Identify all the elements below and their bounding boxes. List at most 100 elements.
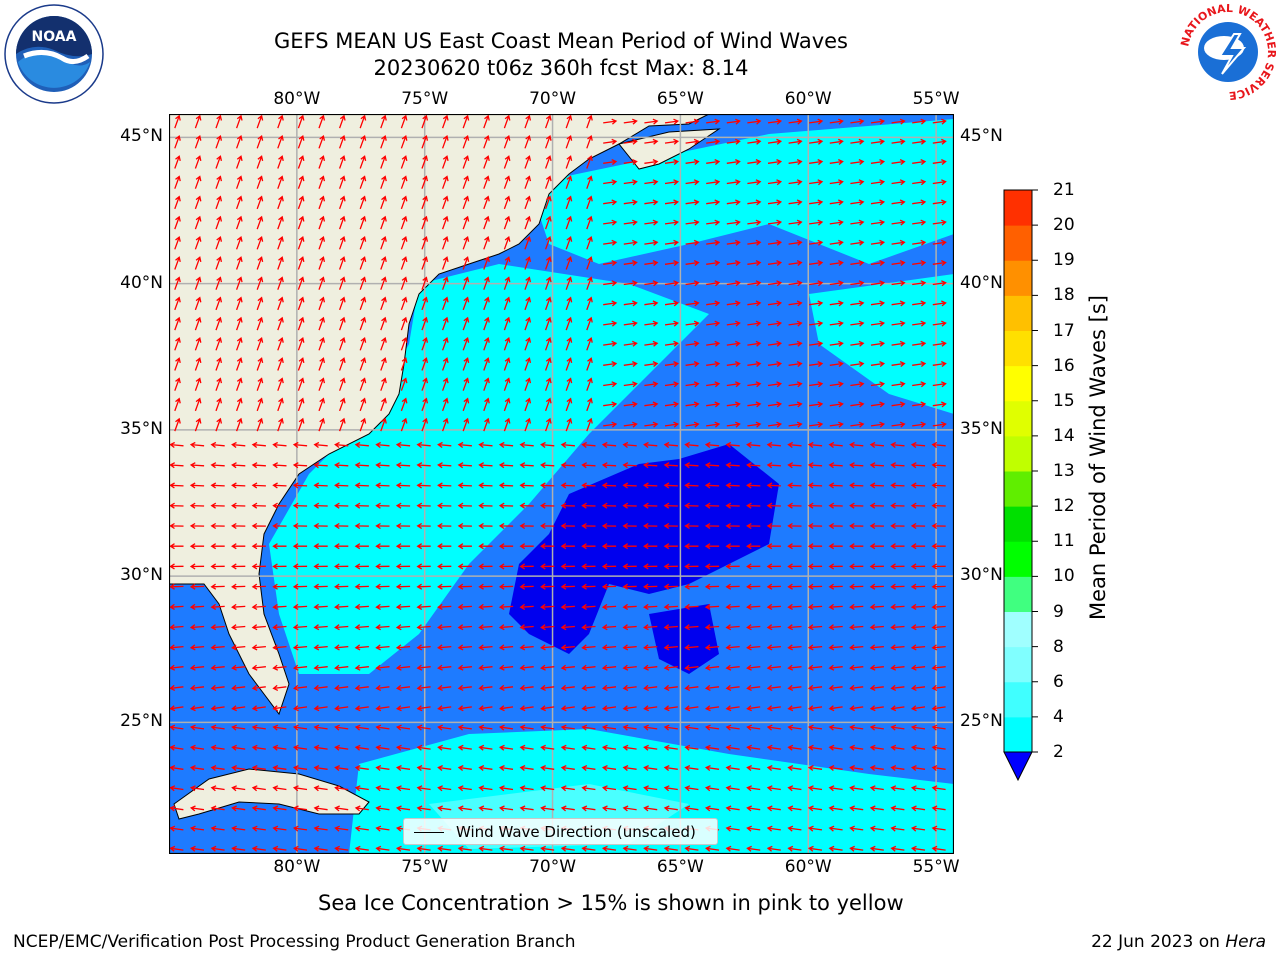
wave-direction-arrow — [684, 724, 699, 731]
wave-direction-arrow — [706, 239, 721, 246]
wave-direction-arrow — [338, 215, 346, 230]
wave-direction-arrow — [359, 235, 367, 250]
wave-direction-arrow — [272, 624, 287, 631]
wave-direction-arrow — [313, 724, 328, 731]
wave-direction-arrow — [416, 543, 431, 550]
wave-direction-arrow — [747, 401, 762, 408]
wave-direction-arrow — [483, 417, 490, 432]
wave-direction-arrow — [441, 256, 449, 270]
wave-direction-arrow — [623, 159, 638, 165]
wave-direction-arrow — [318, 276, 326, 290]
wave-direction-arrow — [725, 805, 740, 812]
wave-direction-arrow — [850, 118, 865, 125]
wave-direction-arrow — [462, 336, 470, 351]
wave-direction-arrow — [169, 664, 184, 671]
wave-direction-arrow — [828, 664, 843, 671]
wave-direction-arrow — [292, 825, 308, 832]
wave-direction-arrow — [421, 134, 429, 149]
nws-logo: NATIONAL WEATHER SERVICE — [1180, 4, 1276, 100]
wave-direction-arrow — [231, 705, 246, 712]
wave-direction-arrow — [457, 462, 472, 469]
wave-direction-arrow — [726, 421, 741, 428]
wave-direction-arrow — [684, 785, 699, 792]
wave-direction-arrow — [623, 320, 638, 327]
wave-direction-arrow — [375, 644, 390, 651]
wave-direction-arrow — [256, 256, 264, 270]
wave-direction-arrow — [581, 705, 596, 712]
wave-direction-arrow — [441, 235, 449, 250]
wave-direction-arrow — [277, 276, 284, 290]
colorbar-segment — [1004, 400, 1032, 437]
wave-direction-arrow — [685, 239, 700, 246]
wave-direction-arrow — [231, 724, 246, 731]
wave-direction-arrow — [354, 705, 369, 712]
wave-direction-arrow — [890, 522, 905, 530]
wave-direction-arrow — [601, 462, 617, 469]
wave-direction-arrow — [544, 316, 552, 331]
wave-direction-arrow — [560, 543, 575, 550]
wave-direction-arrow — [849, 705, 864, 712]
wave-direction-arrow — [441, 377, 449, 391]
wave-direction-arrow — [231, 583, 246, 590]
wave-direction-arrow — [807, 664, 823, 671]
wave-direction-arrow — [870, 280, 886, 287]
wave-direction-arrow — [869, 502, 884, 509]
wave-direction-arrow — [910, 502, 926, 509]
wave-direction-arrow — [380, 336, 387, 351]
wave-direction-arrow — [441, 134, 449, 149]
wave-direction-arrow — [807, 705, 823, 712]
land-cuba — [173, 768, 370, 820]
wave-direction-arrow — [787, 563, 802, 570]
wave-direction-arrow — [603, 401, 618, 408]
wave-direction-arrow — [189, 482, 205, 489]
wave-direction-arrow — [174, 175, 181, 189]
wave-direction-arrow — [524, 336, 532, 351]
wave-direction-arrow — [478, 624, 493, 631]
wave-direction-arrow — [277, 155, 284, 169]
wave-direction-arrow — [890, 765, 905, 771]
wave-direction-arrow — [560, 462, 575, 469]
wave-direction-arrow — [437, 785, 452, 792]
wave-direction-arrow — [869, 785, 884, 792]
wave-direction-arrow — [603, 138, 618, 145]
wave-direction-arrow — [194, 276, 202, 290]
wave-direction-arrow — [524, 377, 532, 391]
wave-direction-arrow — [931, 744, 946, 751]
wave-direction-arrow — [210, 502, 225, 509]
ocean-below-2s-region — [649, 604, 719, 674]
wave-direction-arrow — [519, 624, 534, 631]
wave-direction-arrow — [747, 361, 762, 367]
wave-direction-arrow — [766, 603, 781, 610]
wave-direction-arrow — [828, 845, 843, 852]
wave-direction-arrow — [498, 502, 514, 509]
wave-direction-arrow — [747, 219, 762, 226]
wave-direction-arrow — [359, 296, 367, 311]
wave-direction-arrow — [829, 260, 844, 266]
wave-direction-arrow — [684, 441, 699, 449]
longitude-label-bottom: 55°W — [912, 857, 960, 877]
wave-direction-arrow — [478, 563, 493, 570]
wave-direction-arrow — [503, 215, 511, 230]
wave-direction-arrow — [194, 417, 202, 432]
wave-direction-arrow — [354, 785, 369, 792]
latitude-label-left: 25°N — [120, 711, 163, 732]
wave-direction-arrow — [869, 583, 884, 590]
wave-direction-arrow — [565, 417, 573, 432]
wave-direction-arrow — [644, 361, 659, 367]
wave-direction-arrow — [643, 482, 658, 489]
wave-direction-arrow — [400, 256, 408, 270]
wave-direction-arrow — [581, 845, 596, 852]
wave-direction-arrow — [603, 340, 618, 347]
wave-direction-arrow — [870, 320, 886, 327]
wave-direction-arrow — [354, 603, 369, 610]
wave-direction-arrow — [540, 765, 555, 771]
wave-direction-arrow — [601, 705, 617, 712]
wave-direction-arrow — [891, 361, 906, 367]
wave-direction-arrow — [807, 482, 823, 489]
wave-direction-arrow — [931, 765, 946, 771]
wave-direction-arrow — [421, 296, 429, 311]
wave-direction-arrow — [462, 195, 470, 210]
wave-direction-arrow — [380, 256, 387, 270]
wave-direction-arrow — [235, 296, 243, 311]
wave-direction-arrow — [787, 482, 802, 489]
